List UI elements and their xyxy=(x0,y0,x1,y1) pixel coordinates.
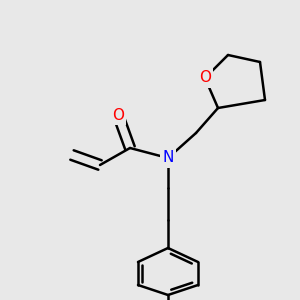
Text: O: O xyxy=(112,107,124,122)
Text: N: N xyxy=(162,151,174,166)
Text: O: O xyxy=(199,70,211,86)
